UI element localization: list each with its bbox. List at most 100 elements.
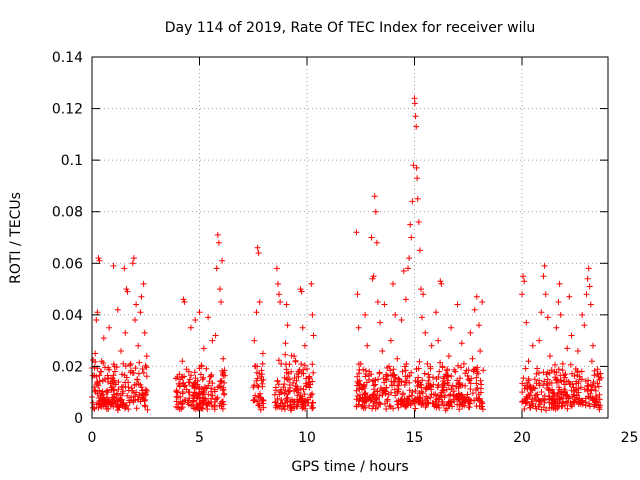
- data-point: [436, 368, 443, 375]
- data-point: [354, 291, 361, 298]
- data-point: [278, 397, 285, 403]
- data-point: [300, 370, 307, 377]
- data-point: [519, 398, 526, 405]
- data-point: [359, 403, 365, 410]
- data-point: [540, 404, 547, 411]
- data-point: [395, 404, 402, 411]
- data-point: [283, 391, 290, 398]
- data-point: [598, 374, 605, 381]
- data-point: [522, 397, 529, 403]
- data-point: [585, 393, 592, 400]
- data-point: [416, 398, 423, 405]
- data-point: [564, 405, 571, 412]
- data-point: [121, 265, 128, 272]
- data-point: [294, 396, 301, 403]
- data-point: [281, 374, 288, 381]
- data-point: [445, 382, 452, 389]
- data-point: [467, 380, 474, 387]
- data-point: [375, 404, 381, 410]
- data-point: [413, 123, 420, 130]
- data-point: [199, 394, 206, 401]
- data-point: [437, 359, 444, 366]
- data-point: [259, 380, 266, 387]
- data-point: [442, 407, 449, 414]
- data-point: [416, 247, 423, 254]
- data-point: [577, 384, 584, 391]
- data-point: [302, 402, 309, 409]
- data-point: [253, 369, 260, 376]
- data-point: [534, 365, 541, 372]
- data-point: [205, 391, 212, 398]
- data-point: [545, 393, 552, 400]
- y-tick-label: 0.14: [52, 50, 83, 66]
- data-point: [93, 373, 100, 380]
- data-point: [406, 379, 413, 386]
- data-point: [425, 371, 432, 378]
- data-point: [373, 239, 380, 246]
- data-point: [467, 329, 474, 336]
- data-point: [357, 360, 364, 367]
- data-point: [531, 376, 538, 383]
- data-point: [196, 400, 203, 407]
- data-point: [571, 398, 577, 405]
- data-point: [117, 396, 123, 403]
- y-tick-label: 0.12: [52, 102, 83, 118]
- data-point: [529, 342, 536, 349]
- data-point: [423, 402, 430, 409]
- data-point: [362, 373, 369, 380]
- data-point: [135, 396, 142, 403]
- data-point: [402, 296, 409, 303]
- data-point: [138, 293, 145, 300]
- data-point: [194, 381, 201, 388]
- data-point: [209, 392, 216, 399]
- data-point: [563, 378, 570, 385]
- data-point: [371, 386, 378, 393]
- data-point: [189, 398, 196, 405]
- data-point: [125, 384, 132, 391]
- data-point: [292, 383, 299, 389]
- data-point: [274, 395, 281, 402]
- data-point: [366, 402, 373, 409]
- data-point: [297, 392, 304, 399]
- data-point: [550, 404, 557, 411]
- data-point: [203, 365, 210, 372]
- data-point: [586, 283, 593, 290]
- data-point: [587, 301, 594, 308]
- data-point: [283, 366, 290, 373]
- data-point: [281, 390, 288, 397]
- data-point: [376, 369, 383, 376]
- data-point: [354, 373, 361, 380]
- data-point: [104, 394, 110, 401]
- data-point: [471, 366, 478, 373]
- x-tick-label: 0: [88, 430, 97, 446]
- data-point: [561, 372, 567, 379]
- data-point: [260, 400, 267, 407]
- y-tick-label: 0.04: [52, 308, 83, 324]
- data-point: [465, 398, 472, 405]
- data-point: [551, 399, 558, 406]
- data-point: [292, 358, 299, 365]
- data-point: [594, 380, 601, 387]
- data-point: [102, 403, 109, 410]
- data-point: [531, 395, 538, 401]
- data-point: [215, 384, 221, 391]
- data-point: [92, 388, 99, 395]
- y-tick-label: 0.02: [52, 359, 83, 375]
- data-point: [455, 385, 462, 392]
- data-point: [181, 373, 188, 380]
- data-point: [280, 384, 287, 391]
- data-point: [285, 370, 292, 377]
- data-point: [553, 377, 560, 384]
- data-point: [111, 397, 118, 404]
- data-point: [538, 309, 545, 316]
- data-point: [590, 342, 596, 349]
- data-point: [127, 362, 133, 369]
- data-point: [275, 381, 282, 388]
- data-point: [253, 309, 260, 316]
- data-point: [133, 405, 140, 412]
- data-point: [559, 367, 566, 374]
- data-point: [469, 390, 476, 397]
- data-point: [92, 350, 99, 357]
- data-point: [382, 400, 388, 407]
- data-point: [463, 367, 470, 374]
